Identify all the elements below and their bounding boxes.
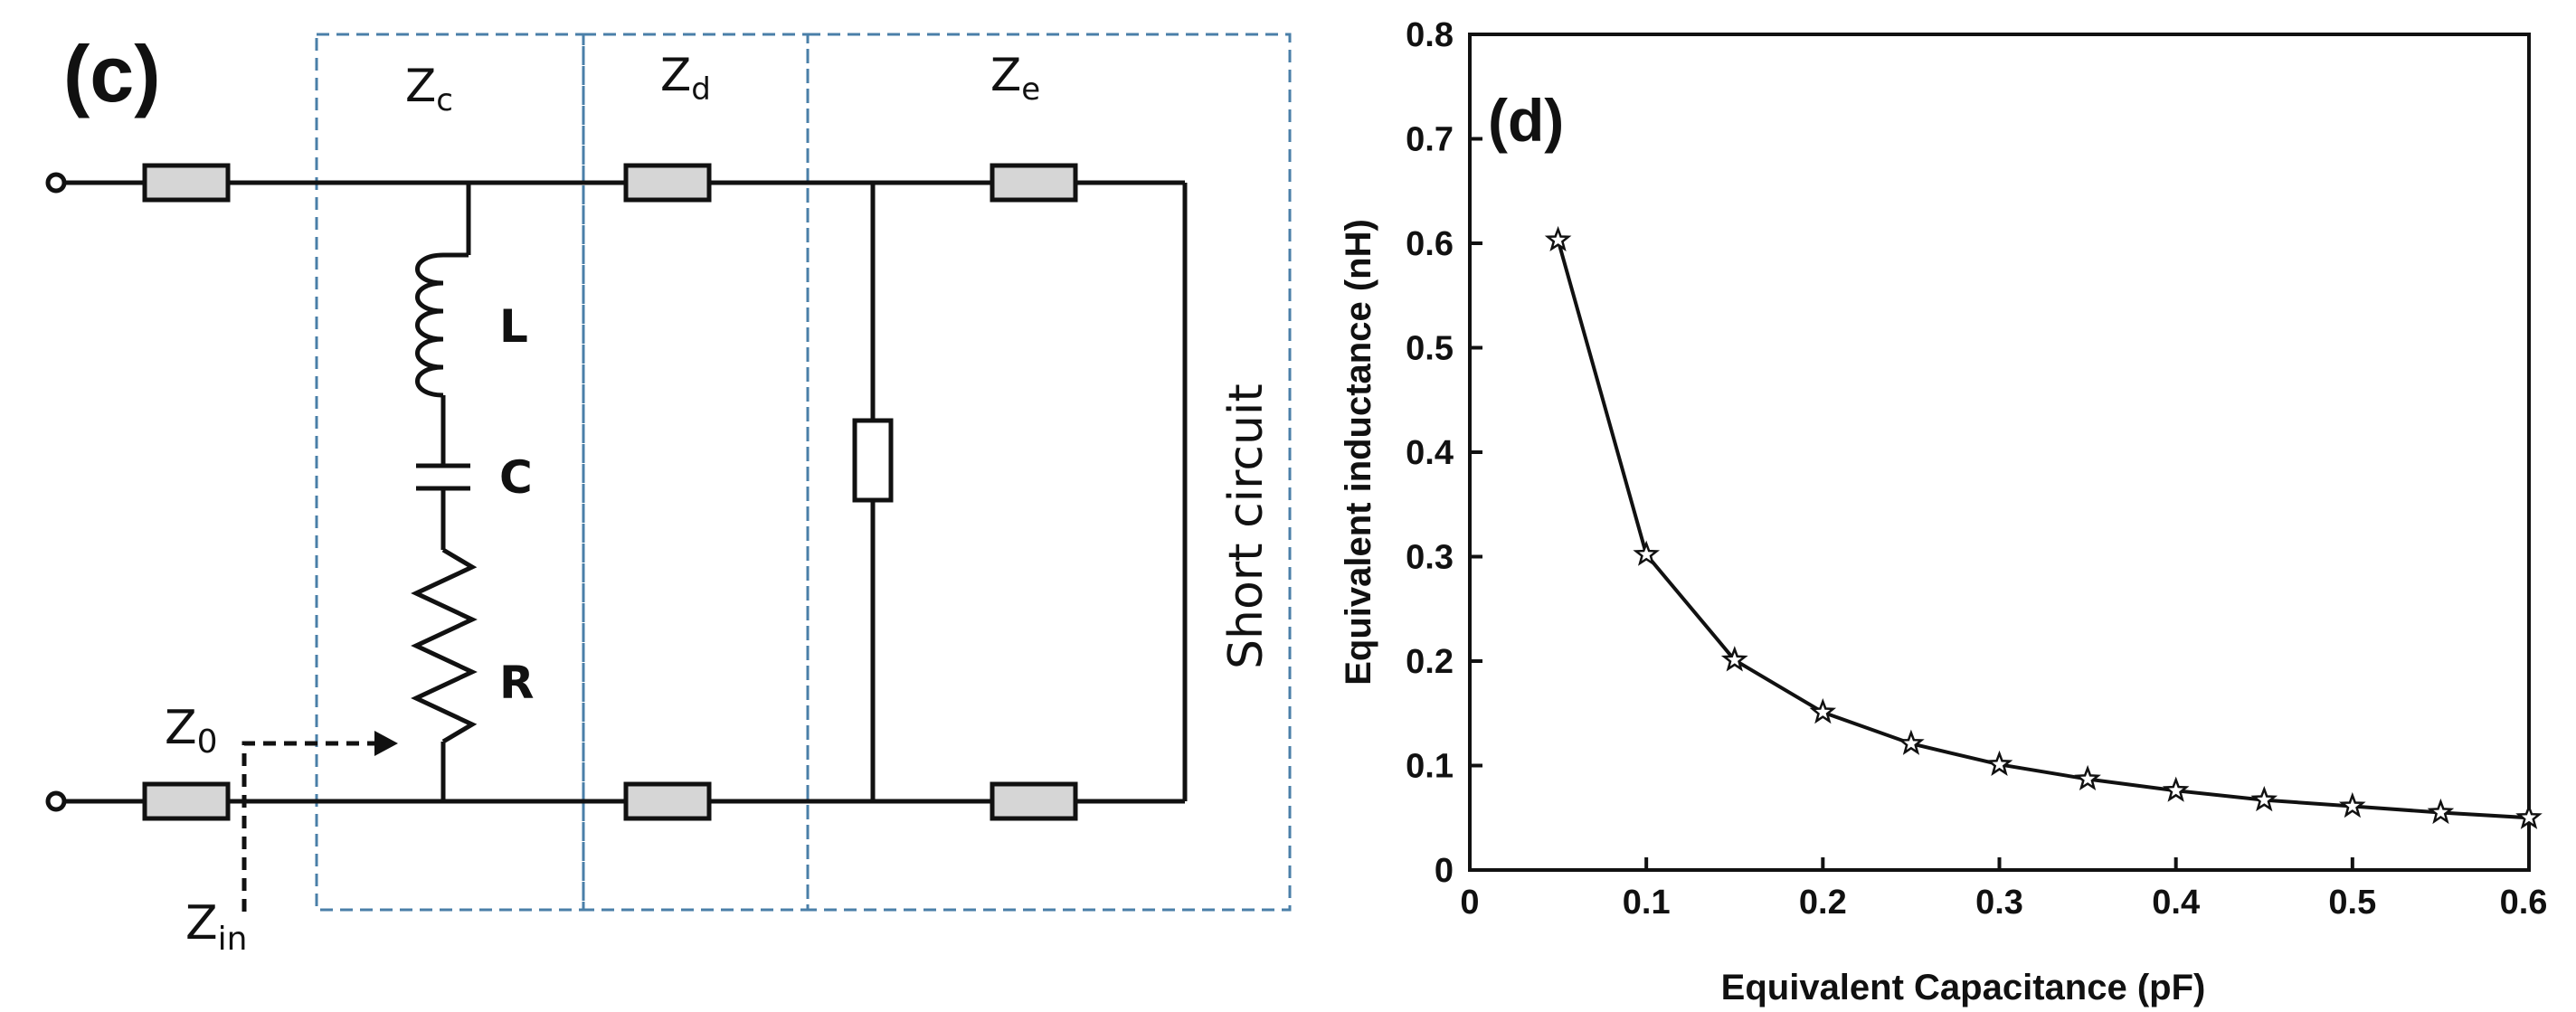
line-segment-ze-bottom (990, 781, 1078, 821)
data-point (2074, 764, 2101, 791)
data-point (1985, 750, 2013, 776)
data-point (1633, 540, 1661, 566)
y-tick-label: 0.5 (1406, 330, 1454, 368)
label-c: C (499, 451, 533, 504)
y-tick-label: 0 (1435, 852, 1454, 890)
line-segment-ze-top (990, 163, 1078, 203)
short-circuit-label: Short circuit (1219, 383, 1274, 669)
series-line (1556, 239, 2530, 820)
chart-panel: 0 0.1 0.2 0.3 0.4 0.5 0.6 00.10.20.30.40.50.60… (1339, 16, 2547, 1007)
y-tick-label: 0.2 (1406, 643, 1454, 681)
zin-arrow-line (242, 741, 380, 912)
circuit-panel: (c) Zc Zd Ze Short circuit (45, 29, 1292, 958)
line-segment-zd-top (623, 163, 712, 203)
section-label-zd: Zd (660, 49, 711, 108)
line-segment-z0-top (142, 163, 231, 203)
label-l: L (499, 300, 528, 353)
label-r: R (499, 657, 535, 709)
section-label-zc: Zc (405, 60, 453, 118)
x-tick-label: 0.5 (2328, 884, 2376, 922)
y-axis-title: Equivalent inductance (nH) (1339, 219, 1378, 686)
y-axis-ticks: 0 0.1 0.2 0.3 0.4 0.5 0.6 0.7 0.8 (1406, 16, 1482, 890)
x-tick-label: 0.6 (2500, 884, 2548, 922)
x-axis-ticks: 0 0.1 0.2 0.3 0.4 0.5 0.6 (1460, 857, 2547, 922)
plot-frame (1468, 33, 2531, 872)
x-tick-label: 0.2 (1799, 884, 1847, 922)
inductor-l (415, 252, 444, 398)
y-tick-label: 0.8 (1406, 16, 1454, 54)
series-markers (1544, 225, 2543, 829)
zin-arrowhead (374, 731, 398, 756)
y-tick-label: 0.6 (1406, 225, 1454, 263)
data-point (1898, 729, 1925, 755)
section-label-ze: Ze (990, 49, 1040, 108)
panel-label-d: (d) (1488, 87, 1564, 154)
line-segment-z0-bottom (142, 781, 231, 821)
data-point (1809, 698, 1837, 724)
x-tick-label: 0 (1460, 884, 1479, 922)
y-tick-label: 0.1 (1406, 748, 1454, 786)
label-zin: Zin (185, 896, 247, 958)
x-tick-label: 0.3 (1975, 884, 2023, 922)
data-point (1544, 225, 1572, 252)
label-z0: Z0 (165, 701, 218, 761)
terminal-top (45, 172, 67, 194)
line-segment-zd-bottom (623, 781, 712, 821)
x-axis-title: Equivalent Capacitance (pF) (1721, 968, 2206, 1007)
section-box-ze (806, 33, 1292, 912)
section-box-zc (315, 33, 585, 912)
y-tick-label: 0.7 (1406, 121, 1454, 159)
x-tick-label: 0.4 (2152, 884, 2200, 922)
panel-label-c: (c) (63, 29, 161, 118)
x-tick-label: 0.1 (1623, 884, 1671, 922)
terminal-bottom (45, 790, 67, 812)
y-tick-label: 0.4 (1406, 434, 1454, 472)
resistor-r (411, 547, 478, 744)
data-point (2250, 786, 2278, 812)
data-point (2338, 791, 2366, 818)
data-point (2427, 798, 2455, 825)
data-point (1720, 646, 1748, 672)
data-point (2515, 803, 2543, 829)
shunt-element (852, 418, 894, 503)
y-tick-label: 0.3 (1406, 539, 1454, 577)
data-point (2162, 776, 2190, 802)
